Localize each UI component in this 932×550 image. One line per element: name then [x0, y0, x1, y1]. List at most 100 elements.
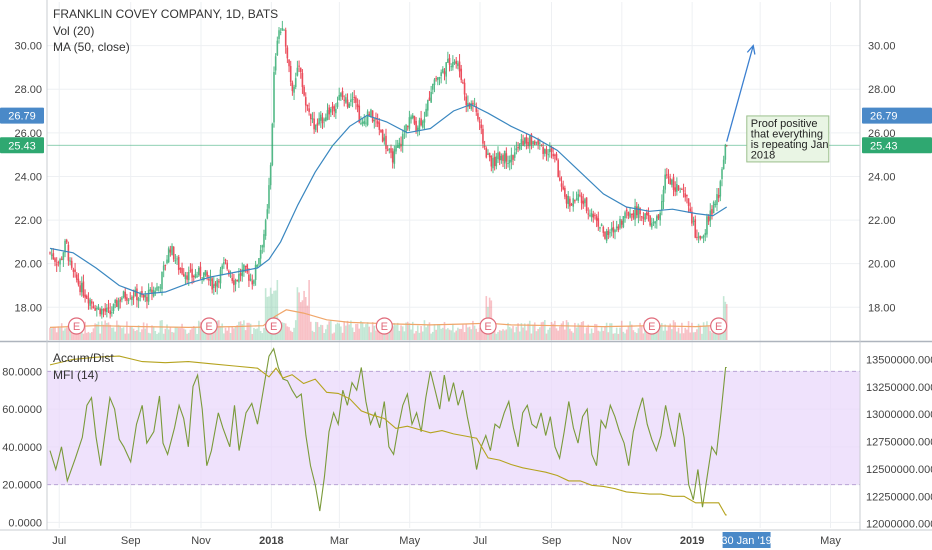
candle-body — [363, 120, 366, 124]
candle-body — [609, 232, 611, 234]
volume-bar — [405, 322, 407, 340]
volume-bar — [423, 320, 426, 340]
candle-body — [161, 271, 163, 290]
volume-bar — [124, 333, 127, 340]
candle-body — [335, 108, 337, 114]
candle-body — [647, 212, 650, 216]
candle-body — [156, 286, 158, 291]
volume-bar — [445, 329, 447, 340]
candle-body — [321, 117, 324, 124]
candle-body — [465, 96, 468, 106]
volume-bar — [350, 320, 352, 340]
volume-bar — [443, 321, 446, 340]
volume-bar — [570, 331, 573, 340]
candle-body — [724, 144, 727, 160]
mfi-tick: 60.0000 — [2, 404, 42, 416]
chart-title: FRANKLIN COVEY COMPANY, 1D, BATS — [53, 7, 278, 21]
candle-body — [102, 309, 105, 311]
volume-bar — [584, 333, 586, 340]
volume-bar — [144, 328, 147, 340]
volume-bar — [418, 332, 421, 340]
candle-body — [241, 269, 244, 277]
volume-bar — [610, 323, 613, 340]
candle-body — [301, 72, 304, 88]
volume-bar — [569, 328, 571, 340]
volume-bar — [634, 332, 636, 340]
candle-body — [386, 149, 389, 151]
candle-body — [246, 264, 249, 273]
candle-body — [564, 187, 566, 197]
candle-body — [487, 153, 489, 155]
projection-arrowhead — [746, 44, 756, 55]
price-tick-left: 26.00 — [14, 128, 42, 140]
candle-body — [645, 212, 648, 216]
volume-bar — [530, 333, 533, 340]
candle-body — [674, 187, 676, 192]
candle-body — [614, 229, 616, 233]
candle-body — [256, 264, 259, 267]
volume-bar — [249, 323, 252, 340]
volume-bar — [177, 327, 180, 340]
volume-bar — [557, 330, 559, 340]
candle-body — [116, 299, 118, 307]
volume-bar — [194, 327, 197, 340]
volume-bar — [373, 325, 376, 340]
volume-bar — [241, 324, 244, 340]
candle-body — [381, 130, 384, 142]
ma50-line — [49, 103, 728, 295]
volume-bar — [390, 322, 392, 340]
legend-ma50: MA (50, close) — [53, 40, 130, 54]
candle-body — [557, 160, 559, 177]
candle-body — [410, 116, 412, 120]
candle-body — [595, 216, 598, 221]
candle-body — [266, 209, 269, 219]
volume-bar — [266, 296, 269, 340]
volume-bar — [522, 327, 524, 340]
candle-body — [89, 299, 91, 306]
volume-bar — [579, 324, 581, 340]
volume-bar — [304, 297, 307, 340]
candle-body — [707, 216, 710, 222]
candle-body — [154, 291, 157, 293]
candle-body — [111, 312, 113, 314]
candle-body — [221, 265, 223, 270]
volume-bar — [294, 320, 297, 340]
candle-body — [139, 293, 142, 297]
volume-bar — [137, 325, 140, 340]
volume-bar — [228, 327, 230, 340]
candle-body — [639, 207, 641, 215]
candle-body — [567, 195, 570, 205]
volume-bar — [659, 326, 661, 340]
volume-bar — [223, 333, 225, 340]
earnings-marker-label: E — [73, 321, 80, 333]
time-tick-label: Jul — [52, 535, 66, 547]
candle-body — [507, 162, 509, 164]
candle-body — [525, 136, 528, 144]
volume-bar — [149, 333, 152, 340]
volume-bar — [380, 331, 382, 340]
candle-body — [522, 140, 524, 146]
candle-body — [216, 280, 218, 288]
candle-body — [600, 224, 603, 227]
volume-bar — [318, 326, 320, 340]
volume-bar — [94, 323, 96, 340]
volume-bar — [101, 321, 103, 340]
earnings-marker-circle — [479, 317, 497, 335]
candle-body — [288, 59, 290, 67]
earnings-marker-label: E — [648, 321, 655, 333]
candle-body — [679, 191, 682, 193]
volume-bar — [213, 330, 215, 340]
volume-bar — [298, 292, 300, 340]
volume-bar — [54, 327, 56, 340]
volume-bar — [478, 327, 481, 340]
candle-body — [497, 152, 499, 159]
candle-body — [428, 97, 431, 101]
price-tick-left: 22.00 — [14, 215, 42, 227]
candle-body — [132, 296, 135, 298]
candle-body — [74, 269, 76, 272]
earnings-marker: E — [479, 317, 497, 335]
candle-body — [666, 174, 668, 176]
candle-body — [458, 61, 461, 72]
volume-bar — [333, 332, 335, 340]
